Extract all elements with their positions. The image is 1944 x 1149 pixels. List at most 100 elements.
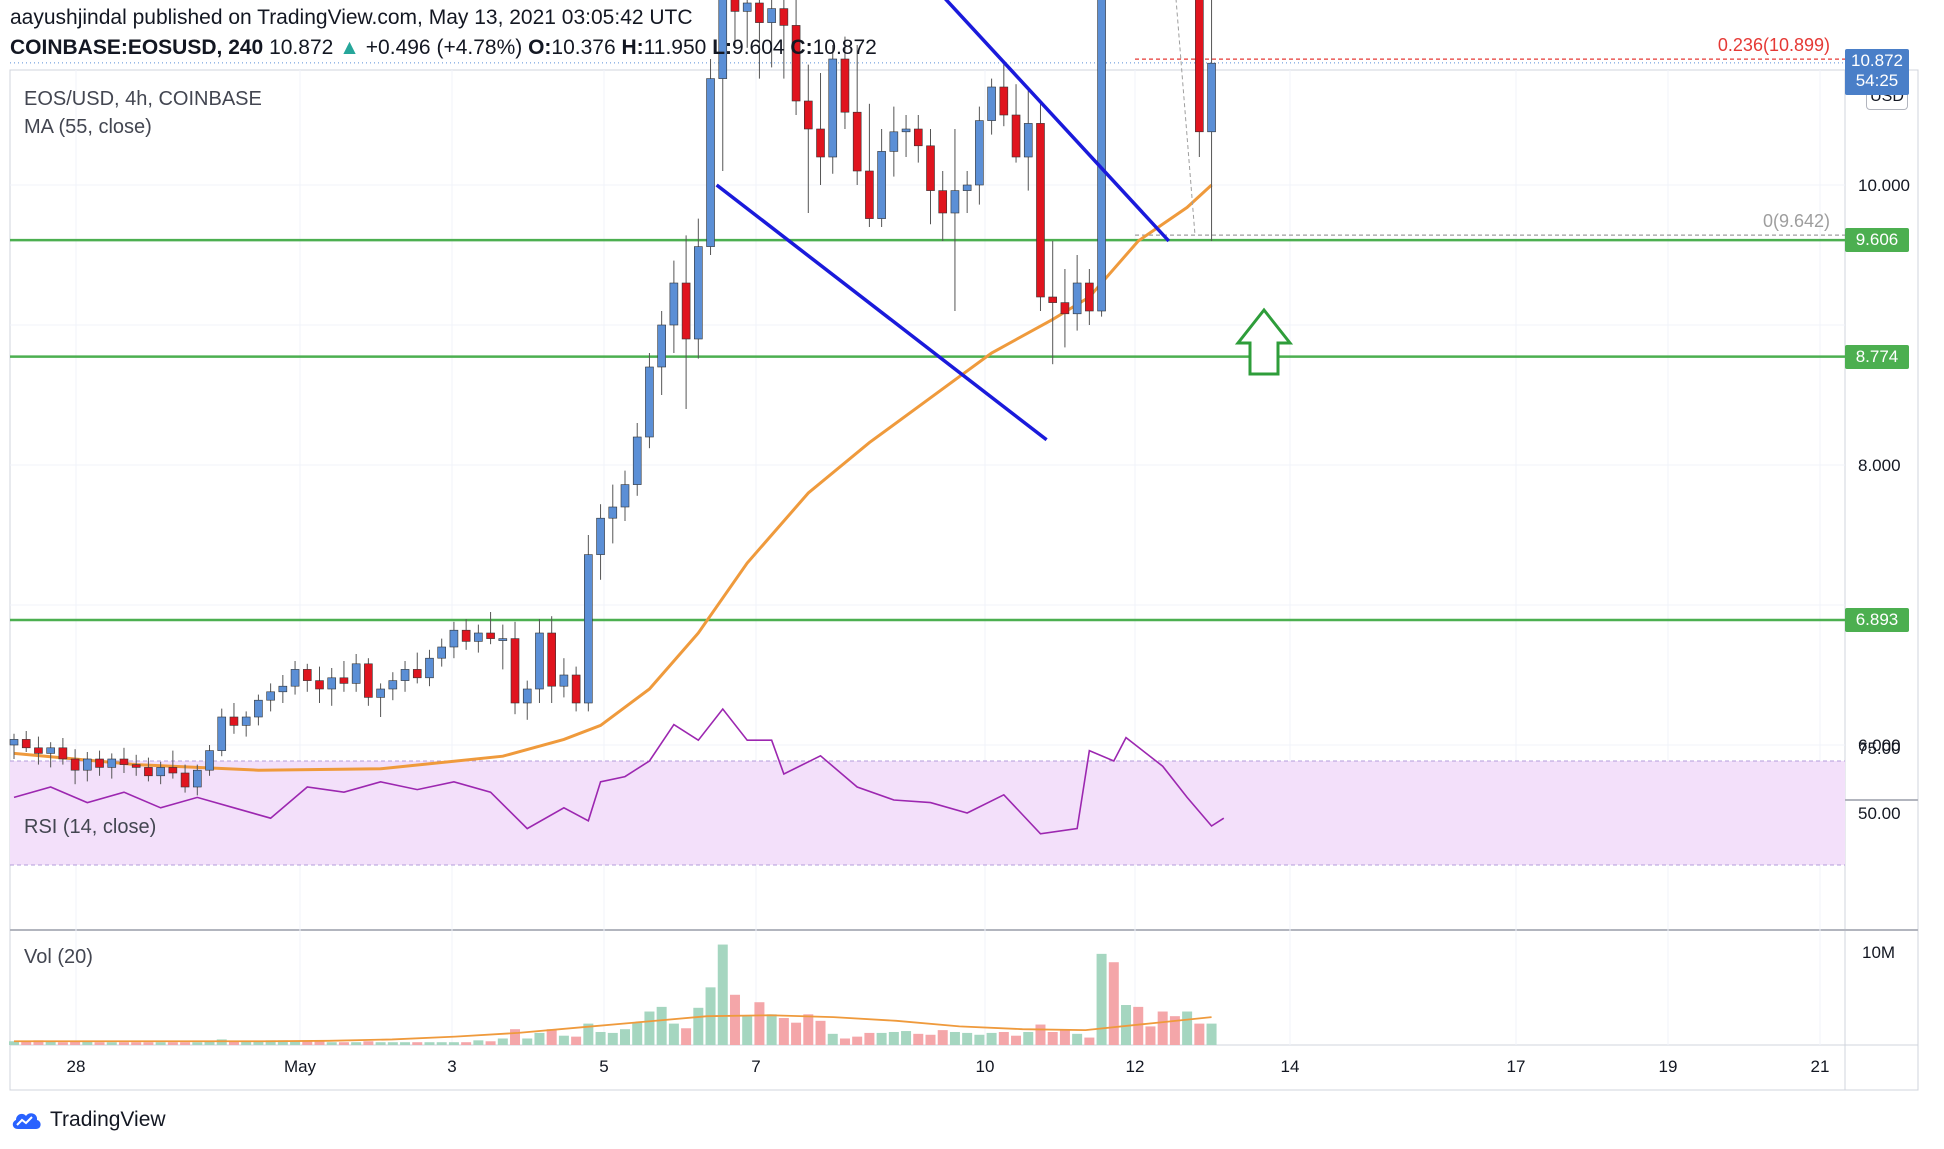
- candle-body: [144, 767, 153, 777]
- candle-body: [229, 716, 239, 726]
- volume-bar: [693, 1007, 704, 1045]
- candle-body: [975, 120, 984, 186]
- volume-bar: [400, 1042, 411, 1045]
- candle-body: [852, 111, 862, 172]
- volume-bar: [876, 1032, 887, 1045]
- volume-bar: [314, 1041, 325, 1045]
- volume-bar: [265, 1040, 276, 1045]
- symbol[interactable]: COINBASE:EOSUSD, 240: [10, 36, 264, 59]
- volume-bar: [1206, 1023, 1217, 1045]
- trendlines: [715, 0, 1196, 442]
- candle-body: [816, 128, 825, 158]
- volume-bar: [21, 1041, 32, 1045]
- candle-body: [83, 758, 92, 771]
- up-arrow-icon: [1234, 307, 1294, 376]
- rsi-panel: [10, 707, 1845, 866]
- candle-body: [901, 128, 911, 133]
- candle-body: [461, 629, 471, 642]
- rsi-legend[interactable]: RSI (14, close): [24, 816, 157, 838]
- candle-body: [400, 669, 410, 681]
- candle-body: [21, 739, 31, 749]
- volume-bar: [791, 1022, 802, 1045]
- volume-bar: [778, 1018, 789, 1045]
- tradingview-logo[interactable]: TradingView: [10, 1108, 166, 1132]
- candle-body: [486, 632, 495, 639]
- current-price-tag: 10.872 54:25: [1845, 48, 1909, 95]
- candle-body: [449, 629, 459, 648]
- volume-bar: [729, 994, 740, 1045]
- candle-body: [742, 2, 752, 12]
- candle-body: [1195, 0, 1204, 133]
- price-tick-label: 10.000: [1858, 176, 1910, 195]
- candle-body: [119, 758, 129, 765]
- volume-bar: [497, 1038, 508, 1045]
- candle-body: [1048, 296, 1057, 303]
- volume-bar: [473, 1040, 484, 1045]
- volume-bar: [1182, 1011, 1193, 1045]
- candle-body: [987, 86, 996, 121]
- candle-body: [571, 674, 581, 704]
- volume-panel: [9, 944, 1217, 1045]
- time-tick-label: 12: [1126, 1057, 1145, 1076]
- volume-bar: [1023, 1031, 1034, 1045]
- candle-body: [913, 128, 923, 147]
- candle-body: [107, 758, 117, 768]
- time-tick-label: 7: [751, 1057, 760, 1076]
- high-label: H:: [621, 36, 644, 59]
- candle-body: [889, 131, 899, 152]
- volume-bar: [1047, 1031, 1058, 1045]
- candle-body: [657, 324, 666, 368]
- volume-bar: [681, 1028, 692, 1045]
- volume-bar: [607, 1032, 618, 1045]
- ma-legend[interactable]: MA (55, close): [24, 116, 152, 138]
- volume-bar: [742, 1016, 753, 1045]
- candle-body: [339, 677, 349, 684]
- grid-lines: [10, 70, 1845, 1045]
- volume-bar: [949, 1031, 960, 1045]
- support-price-tag: 6.893: [1845, 607, 1909, 632]
- time-tick-label: 28: [67, 1057, 86, 1076]
- candle-body: [205, 750, 214, 771]
- support-price-tag: 8.774: [1845, 344, 1909, 369]
- volume-legend[interactable]: Vol (20): [24, 946, 93, 968]
- volume-bar: [375, 1042, 386, 1045]
- volume-bar: [534, 1032, 545, 1045]
- time-tick-label: 21: [1811, 1057, 1830, 1076]
- candle-body: [535, 632, 544, 690]
- candle-body: [791, 25, 801, 102]
- volume-bar: [216, 1039, 227, 1045]
- volume-bar: [1133, 1006, 1144, 1045]
- candle-body: [694, 246, 703, 340]
- time-tick-label: 10: [976, 1057, 995, 1076]
- volume-bar: [620, 1029, 630, 1045]
- volume-bar: [1194, 1023, 1205, 1045]
- rsi-tick-label: 75.00: [1858, 739, 1901, 758]
- open-label: O:: [528, 36, 552, 59]
- volume-bar: [277, 1040, 288, 1045]
- candle-body: [437, 646, 447, 659]
- candle-body: [376, 688, 385, 698]
- candle-body: [1060, 302, 1070, 315]
- candle-body: [34, 747, 43, 754]
- volume-bar: [106, 1042, 117, 1045]
- candle-body: [266, 691, 275, 701]
- candle-body: [315, 680, 324, 690]
- candle-body: [364, 663, 373, 698]
- volume-bar: [974, 1034, 985, 1045]
- candle-body: [1023, 123, 1033, 158]
- time-tick-label: 17: [1507, 1057, 1526, 1076]
- volume-bar: [70, 1041, 81, 1045]
- volume-bar: [412, 1042, 423, 1045]
- candle-body: [608, 506, 618, 519]
- volume-bar: [595, 1031, 606, 1045]
- volume-bar: [180, 1042, 191, 1045]
- candle-body: [522, 688, 532, 704]
- candle-body: [803, 100, 813, 130]
- volume-bar: [363, 1041, 374, 1045]
- volume-bar: [632, 1022, 643, 1045]
- support-price-tag: 9.606: [1845, 228, 1909, 253]
- candle-body: [327, 677, 337, 690]
- cloud-icon: [12, 1113, 41, 1129]
- candle-body: [9, 739, 19, 746]
